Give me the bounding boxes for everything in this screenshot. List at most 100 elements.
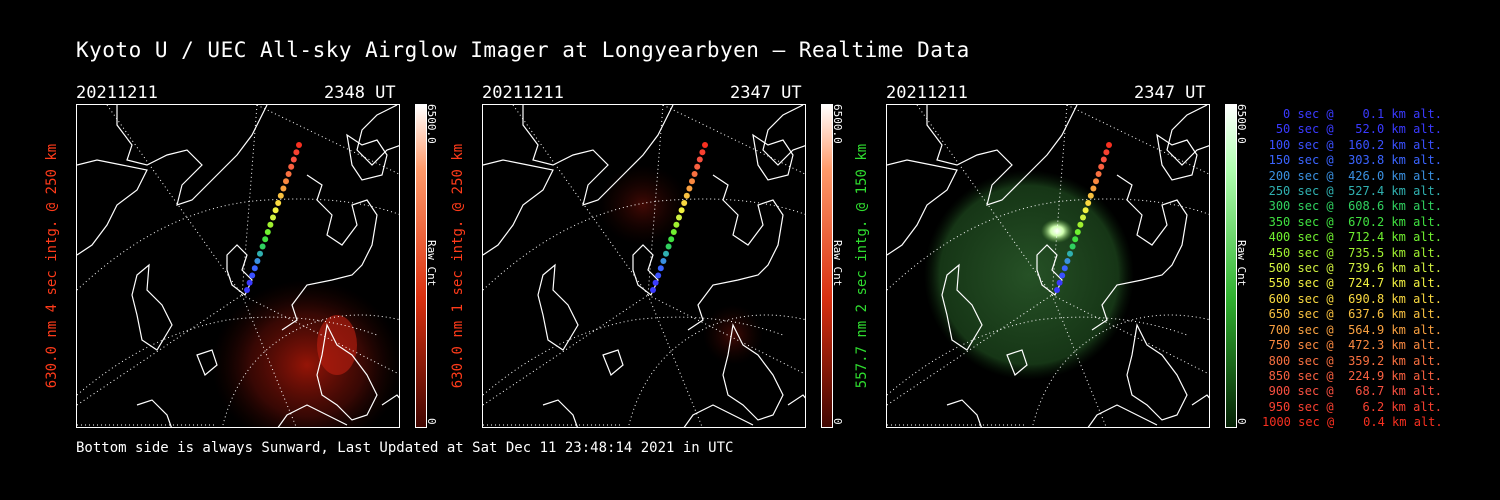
trajectory-point	[1059, 272, 1066, 279]
trajectory-point	[296, 142, 302, 148]
coastline	[381, 394, 399, 406]
trajectory-point	[251, 265, 258, 272]
coastline	[356, 105, 399, 166]
coastline	[1036, 244, 1063, 296]
trajectory-point	[676, 214, 682, 221]
trajectory-point	[657, 265, 664, 272]
trajectory-point	[264, 229, 271, 235]
trajectory-point	[285, 171, 292, 177]
colorbar	[821, 104, 833, 428]
coastline	[316, 323, 378, 421]
trajectory-point	[696, 156, 703, 163]
grid-line	[647, 294, 805, 375]
trajectory-point	[665, 243, 672, 250]
altitude-legend: 0 sec @ 0.1 km alt. 50 sec @ 52.0 km alt.…	[1262, 107, 1443, 431]
grid-line	[106, 105, 243, 296]
coastline	[941, 263, 983, 351]
trajectory-point	[1090, 185, 1097, 192]
coastline	[542, 399, 578, 427]
legend-entry: 950 sec @ 6.2 km alt.	[1268, 399, 1442, 414]
page-title: Kyoto U / UEC All-sky Airglow Imager at …	[76, 38, 970, 62]
colorbar-max: 6500.0	[1235, 104, 1248, 144]
trajectory-point	[275, 200, 282, 206]
map-graphic	[77, 105, 399, 427]
trajectory-point	[277, 192, 284, 199]
coastline	[687, 174, 784, 331]
coastline	[136, 399, 172, 427]
trajectory-point	[280, 185, 287, 192]
trajectory-point	[290, 156, 297, 163]
allsky-map-1	[76, 104, 400, 428]
coastline	[887, 159, 958, 256]
trajectory-point	[259, 243, 266, 250]
grid-line	[662, 105, 805, 175]
grid-line	[241, 294, 399, 375]
allsky-map-3	[886, 104, 1210, 428]
coastline	[537, 263, 579, 351]
trajectory-point	[254, 258, 261, 264]
trajectory-point	[267, 221, 274, 228]
trajectory-point	[1082, 207, 1089, 214]
panel-date: 20211211	[76, 83, 158, 103]
grid-line	[1051, 294, 1209, 375]
legend-entry: 1000 sec @ 0.4 km alt.	[1262, 415, 1443, 430]
legend-entry: 900 sec @ 68.7 km alt.	[1268, 384, 1442, 399]
panel-time: 2347 UT	[730, 83, 802, 103]
grid-line	[1051, 294, 1107, 427]
trajectory-point	[244, 287, 250, 293]
trajectory-point	[681, 200, 688, 206]
colorbar-max: 6500.0	[831, 104, 844, 144]
trajectory-point	[288, 163, 295, 170]
coastline	[277, 404, 348, 427]
grid-line	[77, 198, 399, 291]
panel-date: 20211211	[886, 83, 968, 103]
colorbar-min: 0	[425, 418, 438, 425]
legend-entry: 500 sec @ 739.6 km alt.	[1268, 261, 1442, 276]
grid-line	[647, 294, 703, 427]
coastline	[1006, 349, 1028, 376]
trajectory-point	[699, 149, 706, 156]
coastline	[196, 349, 218, 376]
colorbar-max: 6500.0	[425, 104, 438, 144]
trajectory-point	[1067, 250, 1073, 257]
grid-line	[1066, 105, 1209, 175]
trajectory-point	[1064, 258, 1071, 264]
trajectory-point	[668, 236, 675, 243]
coastline	[752, 133, 794, 181]
panel-time: 2347 UT	[1134, 83, 1206, 103]
colorbar-label: Raw Cnt	[425, 240, 438, 287]
legend-entry: 600 sec @ 690.8 km alt.	[1268, 291, 1442, 306]
trajectory-point	[1093, 178, 1099, 185]
trajectory-point	[272, 207, 279, 214]
trajectory-point	[1069, 243, 1076, 250]
panel-date: 20211211	[482, 83, 564, 103]
trajectory-point	[691, 171, 698, 177]
trajectory-point	[262, 236, 269, 243]
grid-line	[916, 105, 1053, 296]
colorbar	[1225, 104, 1237, 428]
trajectory-point	[655, 272, 662, 279]
trajectory-point	[694, 163, 701, 170]
coastline	[1156, 133, 1198, 181]
map-graphic	[483, 105, 805, 427]
trajectory-point	[270, 214, 276, 221]
trajectory-point	[1098, 163, 1105, 170]
trajectory-point	[686, 185, 693, 192]
colorbar	[415, 104, 427, 428]
trajectory-point	[1106, 142, 1112, 148]
grid-line	[256, 105, 399, 175]
image-panel-1: 20211211 2348 UT 630.0 nm 4 sec intg. @ …	[44, 80, 516, 440]
coastline	[1191, 394, 1209, 406]
coastline	[1091, 174, 1188, 331]
coastline	[926, 105, 1078, 206]
legend-entry: 0 sec @ 0.1 km alt.	[1283, 107, 1442, 121]
trajectory-point	[689, 178, 695, 185]
legend-entry: 800 sec @ 359.2 km alt.	[1268, 353, 1442, 368]
trajectory-point	[683, 192, 690, 199]
trajectory-point	[702, 142, 708, 148]
trajectory-point	[283, 178, 289, 185]
trajectory-point	[1074, 229, 1081, 235]
trajectory-point	[678, 207, 685, 214]
coastline	[483, 159, 554, 256]
trajectory-point	[246, 279, 253, 286]
